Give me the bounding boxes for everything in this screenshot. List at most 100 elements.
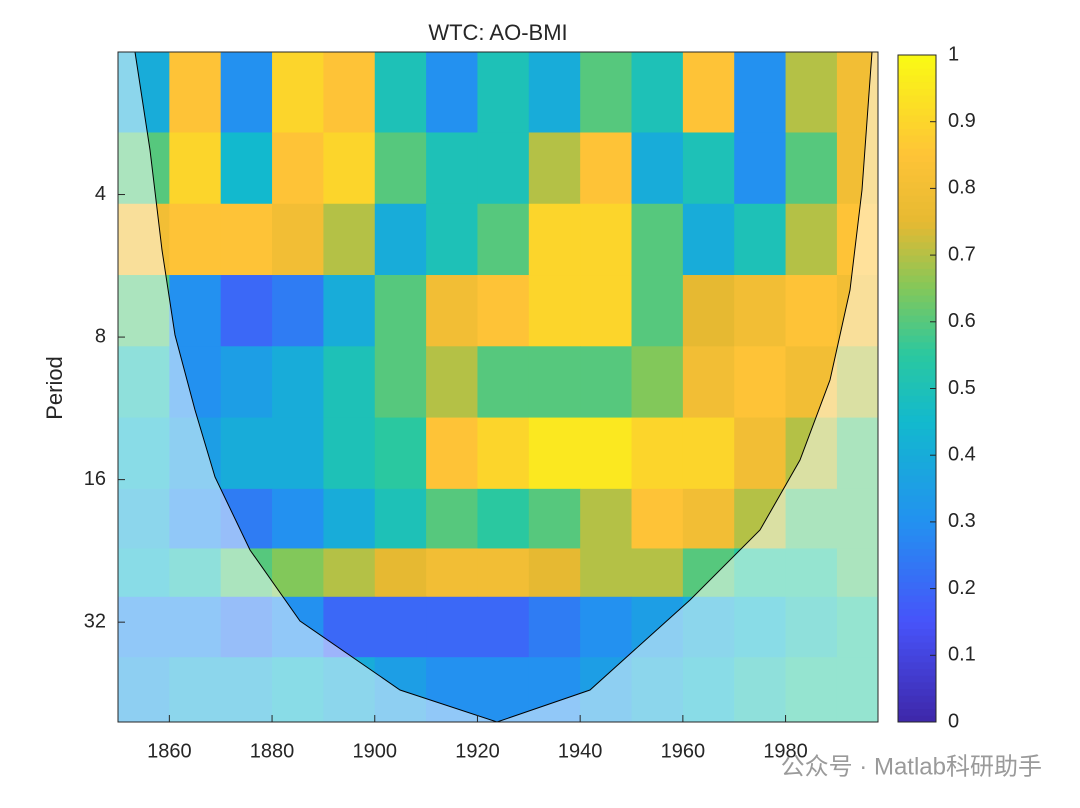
colorbar-swatch bbox=[898, 55, 936, 63]
colorbar-swatch bbox=[898, 535, 936, 543]
colorbar-swatch bbox=[898, 61, 936, 69]
heat-cell bbox=[323, 548, 376, 598]
heat-cell bbox=[374, 488, 427, 549]
heat-cell bbox=[220, 52, 273, 133]
colorbar-swatch bbox=[898, 315, 936, 323]
heat-cell bbox=[323, 132, 376, 205]
colorbar-swatch bbox=[898, 688, 936, 696]
heat-cell bbox=[631, 548, 684, 598]
colorbar-tick-label: 0.6 bbox=[948, 310, 976, 332]
heat-cell bbox=[631, 52, 684, 133]
colorbar-swatch bbox=[898, 168, 936, 176]
colorbar-swatch bbox=[898, 81, 936, 89]
heat-cell bbox=[682, 132, 735, 205]
colorbar-swatch bbox=[898, 268, 936, 276]
colorbar-swatch bbox=[898, 541, 936, 550]
heat-cell bbox=[272, 488, 324, 549]
heat-cell bbox=[374, 548, 427, 598]
colorbar-swatch bbox=[898, 368, 936, 376]
colorbar-tick-label: 0.1 bbox=[948, 644, 976, 666]
colorbar-swatch bbox=[898, 428, 936, 436]
heat-cell bbox=[374, 275, 427, 347]
heat-cell bbox=[323, 275, 376, 347]
heat-cell bbox=[323, 52, 376, 133]
colorbar-swatch bbox=[898, 435, 936, 443]
heat-cell bbox=[785, 52, 838, 133]
x-tick-label: 1920 bbox=[455, 740, 500, 762]
heat-cell bbox=[785, 275, 838, 347]
heat-cell bbox=[682, 346, 735, 419]
colorbar-swatch bbox=[898, 468, 936, 476]
heat-cell bbox=[477, 275, 530, 347]
colorbar-swatch bbox=[898, 548, 936, 556]
heat-cell bbox=[580, 596, 633, 658]
heat-cell bbox=[477, 203, 530, 276]
colorbar-swatch bbox=[898, 135, 936, 143]
heat-cell bbox=[220, 417, 273, 490]
colorbar-swatch bbox=[898, 301, 936, 309]
heat-cell bbox=[477, 346, 530, 419]
heat-cell bbox=[528, 488, 581, 549]
plot-frame bbox=[117, 51, 879, 723]
colorbar-swatch bbox=[898, 235, 936, 243]
colorbar-swatch bbox=[898, 668, 936, 676]
colorbar-swatch bbox=[898, 308, 936, 316]
heat-cell bbox=[631, 346, 684, 419]
x-tick-label: 1960 bbox=[661, 740, 706, 762]
heat-cell bbox=[528, 203, 581, 276]
colorbar-tick-label: 0.8 bbox=[948, 177, 976, 199]
heat-cell bbox=[528, 417, 581, 490]
colorbar-swatch bbox=[898, 255, 936, 263]
x-tick-label: 1880 bbox=[250, 740, 295, 762]
heat-cell bbox=[272, 52, 324, 133]
colorbar-swatch bbox=[898, 275, 936, 283]
heat-cell bbox=[785, 203, 838, 276]
y-tick-label: 4 bbox=[95, 183, 106, 205]
heat-cell bbox=[220, 346, 273, 419]
colorbar-swatch bbox=[898, 221, 936, 229]
colorbar-swatch bbox=[898, 648, 936, 656]
colorbar-swatch bbox=[898, 481, 936, 490]
heat-cell bbox=[374, 417, 427, 490]
heat-cell bbox=[477, 596, 530, 658]
heat-cell bbox=[734, 203, 787, 276]
colorbar-swatch bbox=[898, 108, 936, 116]
colorbar-swatch bbox=[898, 608, 936, 616]
colorbar-swatch bbox=[898, 448, 936, 456]
heat-cell bbox=[323, 203, 376, 276]
heat-cell bbox=[220, 203, 273, 276]
y-tick-label: 16 bbox=[84, 468, 106, 490]
colorbar-swatch bbox=[898, 415, 936, 423]
heat-cell bbox=[580, 346, 633, 419]
heat-cell bbox=[272, 132, 324, 205]
x-tick-label: 1980 bbox=[763, 740, 808, 762]
colorbar-swatch bbox=[898, 641, 936, 650]
colorbar-swatch bbox=[898, 155, 936, 163]
colorbar-swatch bbox=[898, 528, 936, 536]
heat-cell bbox=[426, 417, 478, 490]
colorbar-swatch bbox=[898, 408, 936, 416]
colorbar-swatch bbox=[898, 381, 936, 389]
colorbar-tick-label: 0.4 bbox=[948, 443, 976, 465]
colorbar-swatch bbox=[898, 88, 936, 96]
colorbar-swatch bbox=[898, 661, 936, 670]
heat-cell bbox=[426, 548, 478, 598]
colorbar-swatch bbox=[898, 681, 936, 690]
heat-cell bbox=[374, 132, 427, 205]
x-tick-label: 1940 bbox=[558, 740, 603, 762]
x-tick-label: 1860 bbox=[147, 740, 192, 762]
colorbar-swatch bbox=[898, 195, 936, 203]
heat-cell bbox=[580, 488, 633, 549]
colorbar-swatch bbox=[898, 355, 936, 363]
colorbar-swatch bbox=[898, 128, 936, 136]
colorbar-swatch bbox=[898, 568, 936, 576]
heat-cell bbox=[426, 596, 478, 658]
heat-cell bbox=[734, 275, 787, 347]
colorbar-swatch bbox=[898, 421, 936, 430]
colorbar-swatch bbox=[898, 208, 936, 216]
colorbar-swatch bbox=[898, 228, 936, 236]
heat-cell bbox=[426, 132, 478, 205]
heat-cell bbox=[631, 275, 684, 347]
heat-cell bbox=[528, 346, 581, 419]
